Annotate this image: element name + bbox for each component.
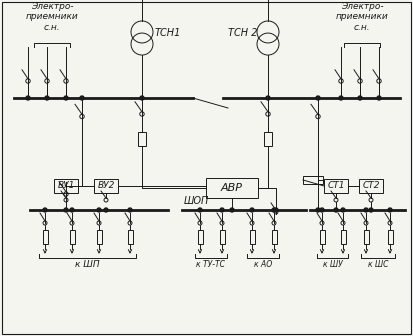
Circle shape (220, 208, 224, 212)
Circle shape (341, 208, 345, 212)
Bar (340, 230, 346, 244)
Circle shape (198, 208, 202, 212)
Circle shape (377, 96, 381, 100)
Circle shape (104, 208, 108, 212)
Circle shape (272, 208, 276, 212)
Bar (43, 230, 47, 244)
Bar (54, 179, 78, 193)
Circle shape (358, 96, 362, 100)
Circle shape (140, 96, 144, 100)
Text: к ШУ: к ШУ (323, 260, 342, 269)
Circle shape (250, 208, 254, 212)
Circle shape (64, 208, 68, 212)
Circle shape (339, 96, 343, 100)
Circle shape (26, 96, 30, 100)
Bar (271, 230, 276, 244)
Text: Электро-
приемники
с.н.: Электро- приемники с.н. (336, 2, 388, 32)
Text: к АО: к АО (254, 260, 272, 269)
Bar (320, 230, 325, 244)
Text: ТСН1: ТСН1 (155, 28, 181, 38)
Circle shape (64, 96, 68, 100)
Bar (324, 179, 348, 193)
Circle shape (266, 96, 270, 100)
Text: СТ1: СТ1 (327, 181, 345, 191)
Bar (138, 132, 146, 146)
Text: АВР: АВР (221, 183, 243, 193)
Circle shape (80, 96, 84, 100)
Text: ШОП: ШОП (184, 196, 209, 206)
Text: СТ2: СТ2 (362, 181, 380, 191)
Text: к ТУ-ТС: к ТУ-ТС (197, 260, 225, 269)
Bar (363, 230, 368, 244)
Bar (219, 230, 225, 244)
Circle shape (43, 208, 47, 212)
Text: к ШС: к ШС (368, 260, 388, 269)
Bar (264, 132, 272, 146)
Circle shape (316, 208, 320, 212)
Text: Электро-
приемники
с.н.: Электро- приемники с.н. (26, 2, 78, 32)
Circle shape (128, 208, 132, 212)
Bar (359, 179, 383, 193)
Circle shape (274, 208, 278, 212)
Text: ВУ2: ВУ2 (97, 181, 115, 191)
Text: ВУ1: ВУ1 (57, 181, 75, 191)
Bar (206, 178, 258, 198)
Bar (94, 179, 118, 193)
Circle shape (369, 208, 373, 212)
Bar (197, 230, 202, 244)
Bar (387, 230, 392, 244)
Bar (249, 230, 254, 244)
Circle shape (230, 208, 234, 212)
Circle shape (388, 208, 392, 212)
Circle shape (334, 208, 338, 212)
Bar (97, 230, 102, 244)
Circle shape (45, 96, 49, 100)
Bar (128, 230, 133, 244)
Text: к ШП: к ШП (75, 260, 100, 269)
Circle shape (320, 208, 324, 212)
Circle shape (316, 96, 320, 100)
Bar (303, 176, 323, 184)
Text: ТСН 2: ТСН 2 (228, 28, 257, 38)
Bar (69, 230, 74, 244)
Circle shape (364, 208, 368, 212)
Circle shape (70, 208, 74, 212)
Circle shape (97, 208, 101, 212)
